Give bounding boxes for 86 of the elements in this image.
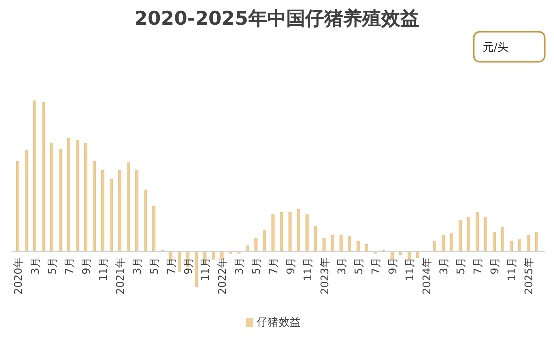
x-tick-label: 3月 (132, 257, 144, 275)
bar (16, 161, 20, 252)
x-tick-label: 2025年 (523, 257, 536, 295)
x-tick-label: 11月 (506, 257, 518, 282)
bar (152, 206, 156, 252)
bar (501, 228, 504, 252)
x-tick-label: 9月 (183, 257, 196, 275)
x-tick-label: 5月 (149, 257, 162, 275)
bar (118, 170, 122, 252)
chart-title: 2020-2025年中国仔猪养殖效益 (134, 8, 420, 30)
bar (510, 241, 513, 252)
bar (102, 170, 105, 252)
bar (536, 232, 538, 252)
bar (416, 252, 420, 258)
bar (110, 179, 114, 252)
bar (127, 162, 130, 252)
bar (220, 252, 224, 260)
bar (442, 235, 445, 252)
bar (178, 252, 182, 272)
x-tick-label: 2022年 (217, 257, 230, 295)
bar (433, 241, 436, 252)
x-tick-label: 3月 (30, 257, 42, 275)
x-tick-label: 7月 (64, 257, 76, 275)
x-tick-label: 2020年 (13, 257, 25, 295)
x-tick-label: 2024年 (421, 257, 434, 295)
x-tick-label: 3月 (336, 257, 348, 275)
x-tick-label: 5月 (455, 257, 468, 275)
bar (263, 230, 266, 252)
bar (195, 252, 198, 287)
x-tick-label: 9月 (81, 257, 94, 275)
bar (272, 214, 275, 252)
x-tick-label: 7月 (472, 257, 484, 275)
bar (76, 140, 80, 252)
bar (314, 226, 318, 252)
x-tick-label: 7月 (370, 257, 382, 275)
legend-label: 仔猪效益 (257, 316, 301, 329)
bar (288, 212, 292, 252)
bar (492, 232, 496, 252)
bar (365, 244, 368, 252)
bar (340, 235, 343, 252)
bar (322, 238, 326, 252)
bar (526, 235, 530, 252)
x-tick-label: 11月 (98, 257, 110, 282)
bar (467, 217, 470, 252)
text: 元/头 (483, 41, 509, 54)
bar (518, 240, 522, 252)
bar (34, 100, 37, 252)
bar (59, 149, 62, 252)
x-tick-label: 9月 (489, 257, 502, 275)
bar (331, 235, 334, 252)
x-tick-label: 11月 (302, 257, 314, 282)
bar (136, 170, 139, 252)
bar (280, 212, 284, 252)
x-tick-label: 9月 (387, 257, 400, 275)
bar (297, 210, 300, 252)
bar (306, 214, 309, 252)
bar (356, 241, 360, 252)
x-tick-label: 11月 (404, 257, 416, 282)
bar (25, 150, 28, 252)
bar (450, 234, 454, 252)
x-tick-label: 11月 (200, 257, 212, 282)
x-tick-label: 9月 (285, 257, 298, 275)
bar (84, 143, 88, 252)
bar (212, 252, 216, 260)
bar (399, 252, 402, 256)
bar (144, 190, 148, 252)
bar (50, 143, 54, 252)
x-tick-label: 2023年 (319, 257, 332, 295)
x-tick-label: 5月 (47, 257, 60, 275)
bar (42, 102, 46, 252)
bar (484, 217, 488, 252)
bar (68, 138, 71, 252)
x-tick-label: 3月 (234, 257, 246, 275)
bar (93, 161, 96, 252)
bar (348, 236, 352, 252)
x-tick-label: 5月 (353, 257, 366, 275)
x-tick-label: 3月 (438, 257, 450, 275)
x-tick-label: 5月 (251, 257, 264, 275)
x-tick-label: 7月 (166, 257, 178, 275)
bar (458, 220, 462, 252)
bar (476, 212, 479, 252)
bar (390, 252, 394, 260)
bar (254, 238, 258, 252)
bar (246, 246, 250, 252)
x-tick-label: 7月 (268, 257, 280, 275)
x-tick-label: 2021年 (115, 257, 128, 295)
